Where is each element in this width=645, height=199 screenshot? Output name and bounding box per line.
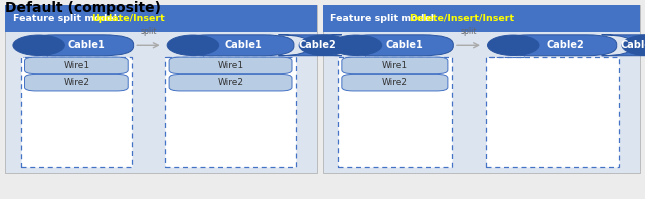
Text: Cable2: Cable2 <box>546 40 584 50</box>
FancyBboxPatch shape <box>5 5 317 173</box>
Text: Wire2: Wire2 <box>217 78 244 87</box>
Text: Wire2: Wire2 <box>382 78 408 87</box>
FancyBboxPatch shape <box>500 35 617 56</box>
Text: Cable1: Cable1 <box>386 40 424 50</box>
Text: Update/Insert: Update/Insert <box>92 14 165 23</box>
FancyBboxPatch shape <box>342 57 448 74</box>
FancyBboxPatch shape <box>338 57 452 167</box>
Text: Wire1: Wire1 <box>217 61 244 70</box>
FancyBboxPatch shape <box>322 5 640 173</box>
Text: Wire1: Wire1 <box>63 61 90 70</box>
Ellipse shape <box>13 35 64 56</box>
Text: split: split <box>140 27 157 36</box>
FancyBboxPatch shape <box>25 74 128 91</box>
FancyBboxPatch shape <box>25 57 128 74</box>
FancyBboxPatch shape <box>21 57 132 167</box>
FancyBboxPatch shape <box>342 74 448 91</box>
Ellipse shape <box>167 35 219 56</box>
Ellipse shape <box>299 35 351 56</box>
Text: Delete/Insert/Insert: Delete/Insert/Insert <box>409 14 514 23</box>
Text: Cable3: Cable3 <box>621 40 645 50</box>
FancyBboxPatch shape <box>25 35 134 56</box>
FancyBboxPatch shape <box>5 5 317 32</box>
FancyBboxPatch shape <box>342 35 453 56</box>
Text: Feature split model:: Feature split model: <box>330 14 441 23</box>
Text: Cable2: Cable2 <box>298 40 336 50</box>
Ellipse shape <box>330 35 382 56</box>
Text: split: split <box>461 27 477 36</box>
FancyBboxPatch shape <box>179 35 294 56</box>
Ellipse shape <box>622 35 645 56</box>
Text: Wire2: Wire2 <box>63 78 90 87</box>
FancyBboxPatch shape <box>322 5 640 32</box>
FancyBboxPatch shape <box>602 35 645 56</box>
Text: Wire1: Wire1 <box>382 61 408 70</box>
FancyBboxPatch shape <box>165 57 296 167</box>
FancyBboxPatch shape <box>486 57 619 167</box>
Text: Feature split model:: Feature split model: <box>13 14 124 23</box>
FancyBboxPatch shape <box>169 57 292 74</box>
FancyBboxPatch shape <box>279 35 342 56</box>
Text: Default (composite): Default (composite) <box>5 1 161 15</box>
FancyBboxPatch shape <box>169 74 292 91</box>
Ellipse shape <box>488 35 539 56</box>
Text: Cable1: Cable1 <box>67 40 105 50</box>
Text: Cable1: Cable1 <box>224 40 263 50</box>
